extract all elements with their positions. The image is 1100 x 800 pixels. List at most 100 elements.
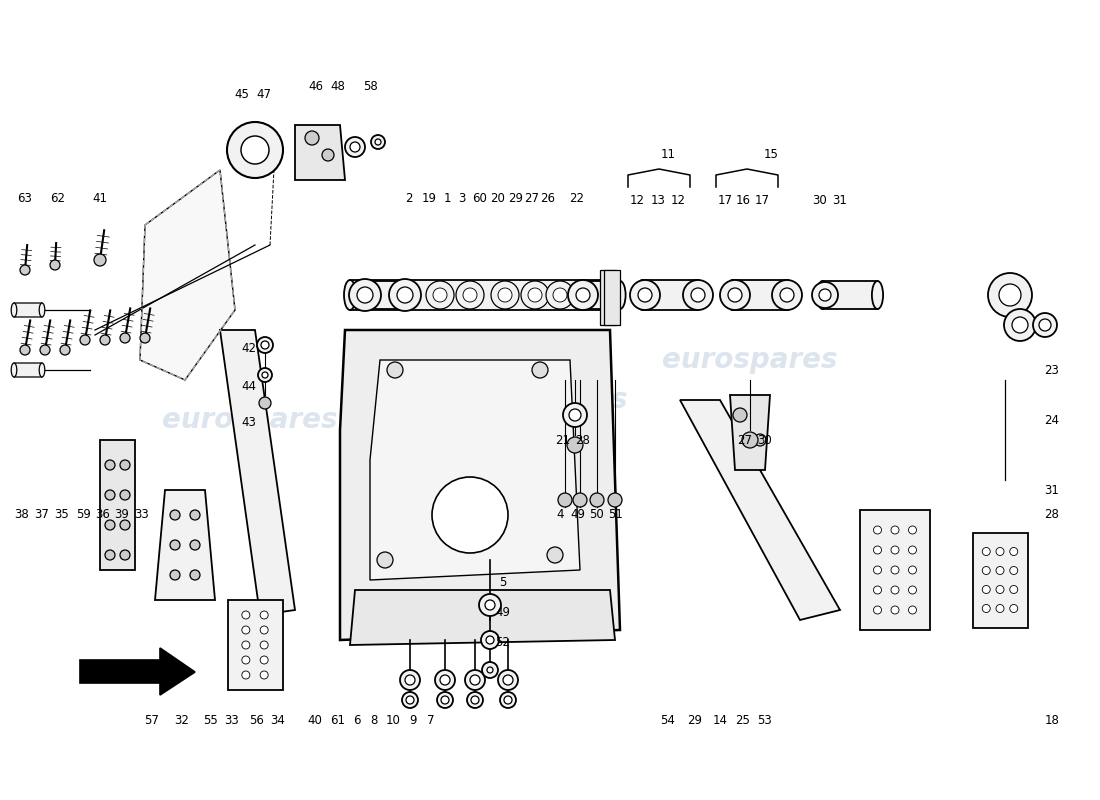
Text: 56: 56	[250, 714, 264, 726]
Circle shape	[478, 594, 500, 616]
Text: 18: 18	[1045, 714, 1059, 726]
Circle shape	[504, 696, 512, 704]
Circle shape	[261, 671, 268, 679]
Circle shape	[100, 335, 110, 345]
Text: 2: 2	[405, 191, 412, 205]
Polygon shape	[860, 510, 930, 630]
Ellipse shape	[872, 281, 883, 309]
Circle shape	[568, 280, 598, 310]
Text: 5: 5	[499, 577, 507, 590]
Text: 20: 20	[491, 191, 505, 205]
Ellipse shape	[574, 281, 585, 309]
Circle shape	[873, 566, 881, 574]
FancyBboxPatch shape	[350, 280, 610, 310]
Circle shape	[104, 460, 116, 470]
Circle shape	[569, 409, 581, 421]
Circle shape	[812, 282, 838, 308]
Circle shape	[873, 586, 881, 594]
Text: 47: 47	[256, 89, 272, 102]
Polygon shape	[604, 270, 620, 325]
Text: 50: 50	[590, 509, 604, 522]
Circle shape	[996, 605, 1004, 613]
Circle shape	[50, 260, 60, 270]
Text: 29: 29	[508, 191, 524, 205]
Polygon shape	[220, 330, 295, 615]
Text: 32: 32	[175, 714, 189, 726]
Circle shape	[1010, 586, 1018, 594]
Polygon shape	[730, 395, 770, 470]
Text: 26: 26	[540, 191, 556, 205]
Ellipse shape	[11, 363, 16, 377]
Text: 34: 34	[271, 714, 285, 726]
Circle shape	[375, 139, 381, 145]
Ellipse shape	[692, 280, 704, 310]
Circle shape	[258, 397, 271, 409]
Circle shape	[471, 696, 478, 704]
Text: 61: 61	[330, 714, 345, 726]
Text: 49: 49	[495, 606, 510, 619]
Text: 30: 30	[758, 434, 772, 446]
Circle shape	[371, 135, 385, 149]
Polygon shape	[370, 360, 580, 580]
Circle shape	[590, 493, 604, 507]
Circle shape	[1040, 319, 1050, 331]
Circle shape	[873, 546, 881, 554]
Circle shape	[465, 670, 485, 690]
Polygon shape	[295, 125, 345, 180]
Text: 49: 49	[571, 509, 585, 522]
Circle shape	[432, 477, 508, 553]
Circle shape	[486, 636, 494, 644]
Circle shape	[434, 670, 455, 690]
Circle shape	[576, 288, 590, 302]
Circle shape	[358, 287, 373, 303]
Circle shape	[350, 142, 360, 152]
Text: 36: 36	[96, 509, 110, 522]
Circle shape	[563, 403, 587, 427]
Text: 41: 41	[92, 191, 108, 205]
Text: 63: 63	[18, 191, 32, 205]
Text: 43: 43	[242, 417, 256, 430]
Circle shape	[909, 586, 916, 594]
Circle shape	[20, 265, 30, 275]
Circle shape	[190, 540, 200, 550]
Circle shape	[638, 288, 652, 302]
Text: 17: 17	[755, 194, 770, 206]
Circle shape	[456, 281, 484, 309]
Circle shape	[94, 254, 106, 266]
Text: 52: 52	[496, 637, 510, 650]
Circle shape	[242, 626, 250, 634]
Text: eurospares: eurospares	[662, 346, 838, 374]
Circle shape	[441, 696, 449, 704]
Circle shape	[261, 641, 268, 649]
FancyBboxPatch shape	[580, 281, 620, 309]
Text: 35: 35	[55, 509, 69, 522]
Circle shape	[500, 692, 516, 708]
Text: 39: 39	[114, 509, 130, 522]
Text: 33: 33	[224, 714, 240, 726]
Circle shape	[772, 280, 802, 310]
Circle shape	[170, 570, 180, 580]
Polygon shape	[680, 400, 840, 620]
Circle shape	[999, 284, 1021, 306]
Circle shape	[521, 281, 549, 309]
Text: 45: 45	[234, 89, 250, 102]
Circle shape	[630, 280, 660, 310]
Circle shape	[909, 566, 916, 574]
Text: 60: 60	[473, 191, 487, 205]
Circle shape	[891, 526, 899, 534]
Circle shape	[140, 333, 150, 343]
Circle shape	[241, 136, 270, 164]
Circle shape	[1033, 313, 1057, 337]
Circle shape	[873, 606, 881, 614]
Text: 62: 62	[51, 191, 66, 205]
Circle shape	[683, 280, 713, 310]
Ellipse shape	[817, 281, 828, 309]
Circle shape	[262, 372, 268, 378]
Circle shape	[909, 526, 916, 534]
Circle shape	[440, 675, 450, 685]
Circle shape	[242, 611, 250, 619]
Circle shape	[491, 281, 519, 309]
Text: 33: 33	[134, 509, 150, 522]
Text: 21: 21	[556, 434, 571, 446]
Circle shape	[470, 675, 480, 685]
